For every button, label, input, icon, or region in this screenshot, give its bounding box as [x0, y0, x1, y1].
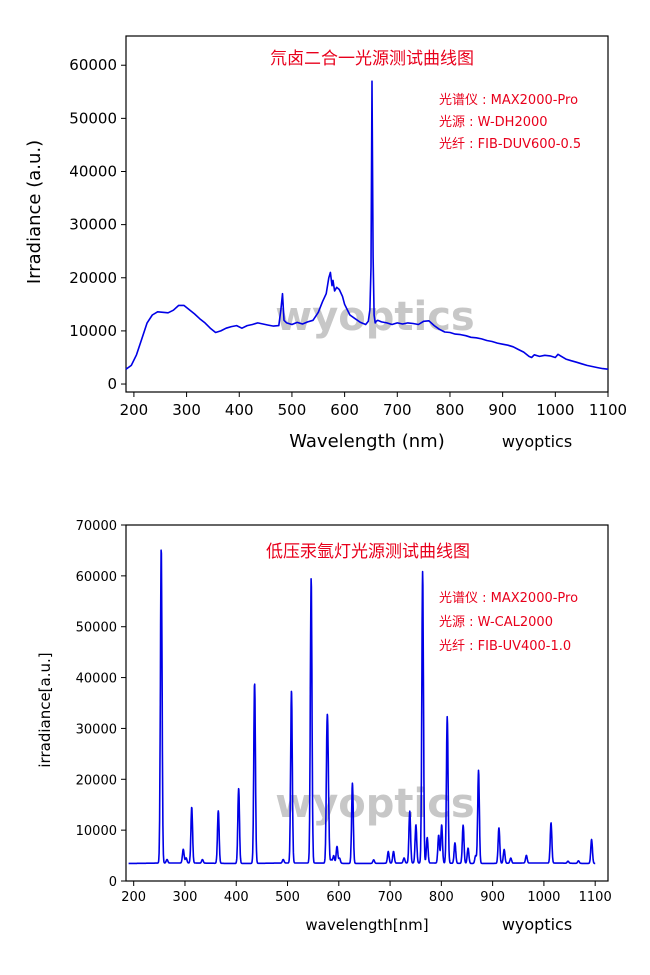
y-tick-label: 30000: [69, 216, 117, 234]
info-line: 光纤 : FIB-DUV600-0.5: [439, 137, 581, 152]
credit-label: wyoptics: [502, 915, 572, 934]
chart-deuterium-halogen: wyoptics 200 300 400 500 600 700 800 900 1000 110…: [24, 35, 627, 452]
plot-frame: [125, 524, 609, 882]
x-tick-label: 800: [429, 890, 454, 905]
x-tick-label: 300: [173, 890, 198, 905]
x-tick-label: 200: [121, 890, 146, 905]
y-tick-label: 10000: [69, 322, 117, 340]
y-tick-label: 0: [107, 375, 117, 393]
x-tick-label: 900: [488, 401, 517, 419]
x-tick-label: 700: [383, 401, 412, 419]
y-tick-label: 0: [109, 875, 117, 890]
x-tick-label: 1100: [589, 401, 627, 419]
x-tick-label: 700: [378, 890, 403, 905]
x-axis-label: wavelength[nm]: [305, 916, 428, 934]
x-tick-label: 500: [275, 890, 300, 905]
info-line: 光源 : W-CAL2000: [439, 615, 553, 630]
x-tick-label: 400: [225, 401, 254, 419]
series-line: [125, 80, 609, 370]
series-line: [128, 549, 596, 865]
y-tick-label: 30000: [76, 722, 117, 737]
y-tick-label: 60000: [76, 570, 117, 585]
chart-title: 氘卤二合一光源测试曲线图: [270, 49, 474, 69]
chart-mercury-argon: wyoptics 200 300 400 500 600 700 800 900 1000 110…: [36, 519, 612, 934]
x-tick-label: 500: [278, 401, 307, 419]
x-tick-label: 900: [480, 890, 505, 905]
watermark-text: wyoptics: [275, 781, 475, 827]
x-tick-label: 800: [436, 401, 465, 419]
y-tick-label: 50000: [69, 109, 117, 127]
info-line: 光源 : W-DH2000: [439, 115, 548, 130]
y-axis-label: Irradiance (a.u.): [24, 140, 45, 284]
y-tick-label: 70000: [76, 519, 117, 534]
x-tick-label: 200: [120, 401, 149, 419]
info-line: 光谱仪 : MAX2000-Pro: [439, 93, 578, 108]
y-tick-label: 50000: [76, 621, 117, 636]
info-line: 光谱仪 : MAX2000-Pro: [439, 591, 578, 606]
x-tick-label: 600: [326, 890, 351, 905]
y-tick-label: 60000: [69, 56, 117, 74]
x-tick-label: 300: [172, 401, 201, 419]
x-tick-label: 400: [224, 890, 249, 905]
y-axis-label: irradiance[a.u.]: [36, 652, 54, 767]
info-line: 光纤 : FIB-UV400-1.0: [439, 639, 571, 654]
y-tick-label: 20000: [69, 269, 117, 287]
y-tick-label: 40000: [69, 162, 117, 180]
y-tick-label: 10000: [76, 824, 117, 839]
x-axis-label: Wavelength (nm): [289, 431, 445, 452]
y-tick-label: 20000: [76, 773, 117, 788]
x-tick-label: 1100: [579, 890, 612, 905]
plot-frame: [125, 35, 609, 393]
x-tick-label: 600: [330, 401, 359, 419]
x-tick-label: 1000: [536, 401, 574, 419]
x-tick-label: 1000: [527, 890, 560, 905]
chart-title: 低压汞氩灯光源测试曲线图: [266, 542, 470, 562]
credit-label: wyoptics: [502, 432, 572, 451]
y-tick-label: 40000: [76, 672, 117, 687]
